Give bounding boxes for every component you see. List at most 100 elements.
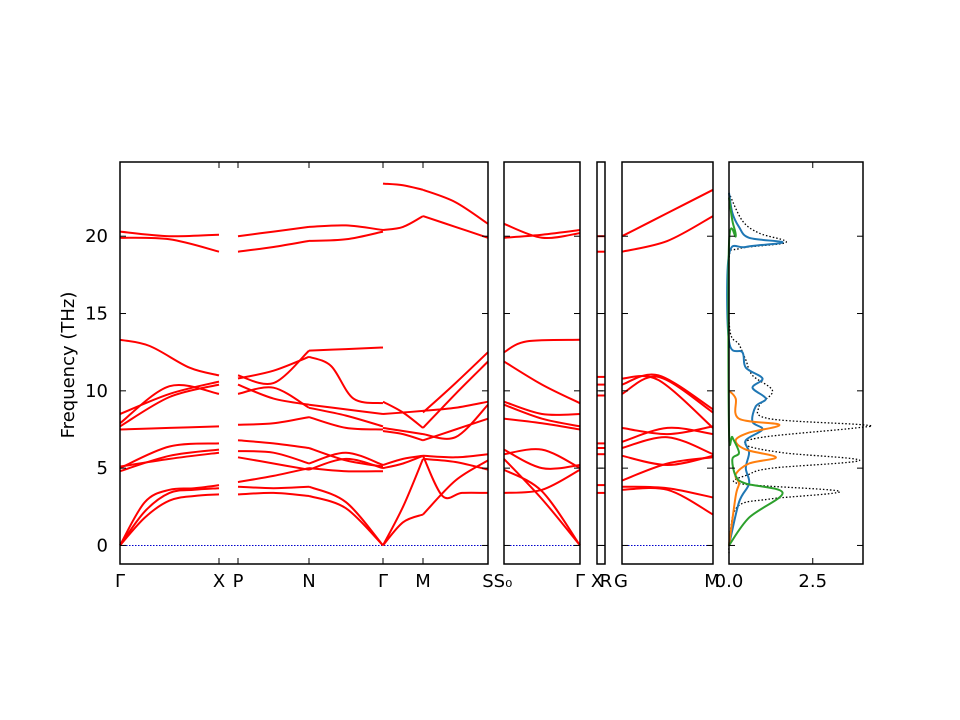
band-panel-2: [503, 161, 581, 565]
x-tick-label: N: [302, 571, 315, 592]
band-line: [119, 338, 220, 377]
band-line: [119, 380, 220, 415]
band-line: [621, 375, 714, 414]
band-line: [382, 400, 424, 429]
band-line: [621, 436, 714, 456]
band-line: [119, 230, 220, 238]
band-line: [422, 360, 489, 429]
band-line: [422, 400, 489, 412]
band-line: [422, 459, 489, 516]
segment-P-N: [237, 225, 310, 497]
band-line: [503, 403, 581, 428]
band-line: [422, 455, 489, 500]
band-line: [621, 188, 714, 238]
panel-frame: [119, 161, 489, 565]
x-tick-label: X: [213, 571, 225, 592]
band-line: [382, 454, 424, 470]
band-line: [237, 416, 310, 426]
band-line: [382, 182, 424, 191]
segment-X-R: [596, 235, 605, 494]
band-line: [382, 454, 424, 466]
segment-N-Γ: [308, 224, 384, 547]
band-panels: [119, 161, 714, 565]
band-line: [308, 355, 384, 405]
band-line: [503, 222, 581, 240]
band-line: [621, 485, 714, 499]
band-line: [503, 448, 581, 469]
band-line: [237, 485, 310, 490]
band-line: [621, 454, 714, 467]
band-line: [119, 451, 220, 468]
x-tick-label: Γ: [575, 571, 585, 592]
dos-x-tick-label: 0.0: [715, 571, 744, 592]
band-line: [422, 215, 489, 239]
band-line: [119, 442, 220, 470]
y-tick-label: 0: [97, 535, 108, 556]
y-axis-label: Frequency (THz): [58, 292, 79, 439]
band-line: [382, 430, 424, 442]
band-line: [237, 450, 310, 465]
band-line: [119, 448, 220, 473]
band-line: [237, 491, 310, 497]
y-tick-label: 5: [97, 458, 108, 479]
x-tick-label: G: [614, 571, 628, 592]
y-tick-label: 15: [85, 304, 108, 325]
band-line: [422, 188, 489, 225]
x-tick-label: M: [704, 571, 720, 592]
segment-Γ-M: [382, 182, 424, 547]
band-line: [621, 426, 714, 443]
band-line: [308, 406, 384, 428]
band-line: [503, 229, 581, 239]
band-line: [422, 351, 489, 414]
band-line: [503, 468, 581, 494]
band-line: [382, 513, 424, 547]
band-line: [119, 487, 220, 546]
x-tick-label: R: [600, 571, 613, 592]
band-panel-3: [596, 161, 606, 565]
band-line: [382, 426, 424, 436]
x-tick-label: M: [415, 571, 431, 592]
segment-G-M: [621, 188, 714, 516]
band-line: [237, 239, 310, 253]
y-tick-label: 10: [85, 381, 108, 402]
band-line: [621, 374, 714, 429]
band-line: [308, 230, 384, 242]
band-line: [621, 486, 714, 516]
band-line: [308, 451, 384, 466]
band-line: [237, 439, 310, 449]
band-line: [237, 467, 310, 484]
y-tick-label: 20: [85, 226, 108, 247]
band-line: [237, 225, 310, 238]
band-line: [422, 403, 489, 440]
band-line: [382, 215, 424, 231]
x-tick-label: S₀: [494, 571, 513, 592]
band-line: [503, 338, 581, 354]
band-line: [237, 386, 310, 409]
band-line: [382, 458, 424, 546]
band-line: [503, 468, 581, 546]
band-panel-1: [119, 161, 489, 565]
band-line: [308, 447, 384, 468]
x-tick-label: Γ: [115, 571, 125, 592]
panel-frame: [503, 161, 581, 565]
band-line: [119, 493, 220, 547]
x-tick-label: Γ: [378, 571, 388, 592]
dos-panel: 0.0 2.5: [715, 161, 873, 592]
band-line: [119, 384, 220, 425]
dos-frame: [728, 161, 864, 565]
band-line: [621, 425, 714, 436]
band-line: [119, 484, 220, 546]
band-line: [308, 403, 384, 415]
dos-partial-line-3: [727, 197, 784, 546]
band-line: [422, 457, 489, 471]
band-line: [308, 346, 384, 352]
band-line: [503, 458, 581, 547]
band-line: [119, 383, 220, 428]
band-line: [237, 456, 310, 471]
band-line: [621, 215, 714, 253]
segment-Γ-X: [119, 230, 220, 547]
band-line: [119, 425, 220, 431]
band-line: [237, 349, 310, 385]
